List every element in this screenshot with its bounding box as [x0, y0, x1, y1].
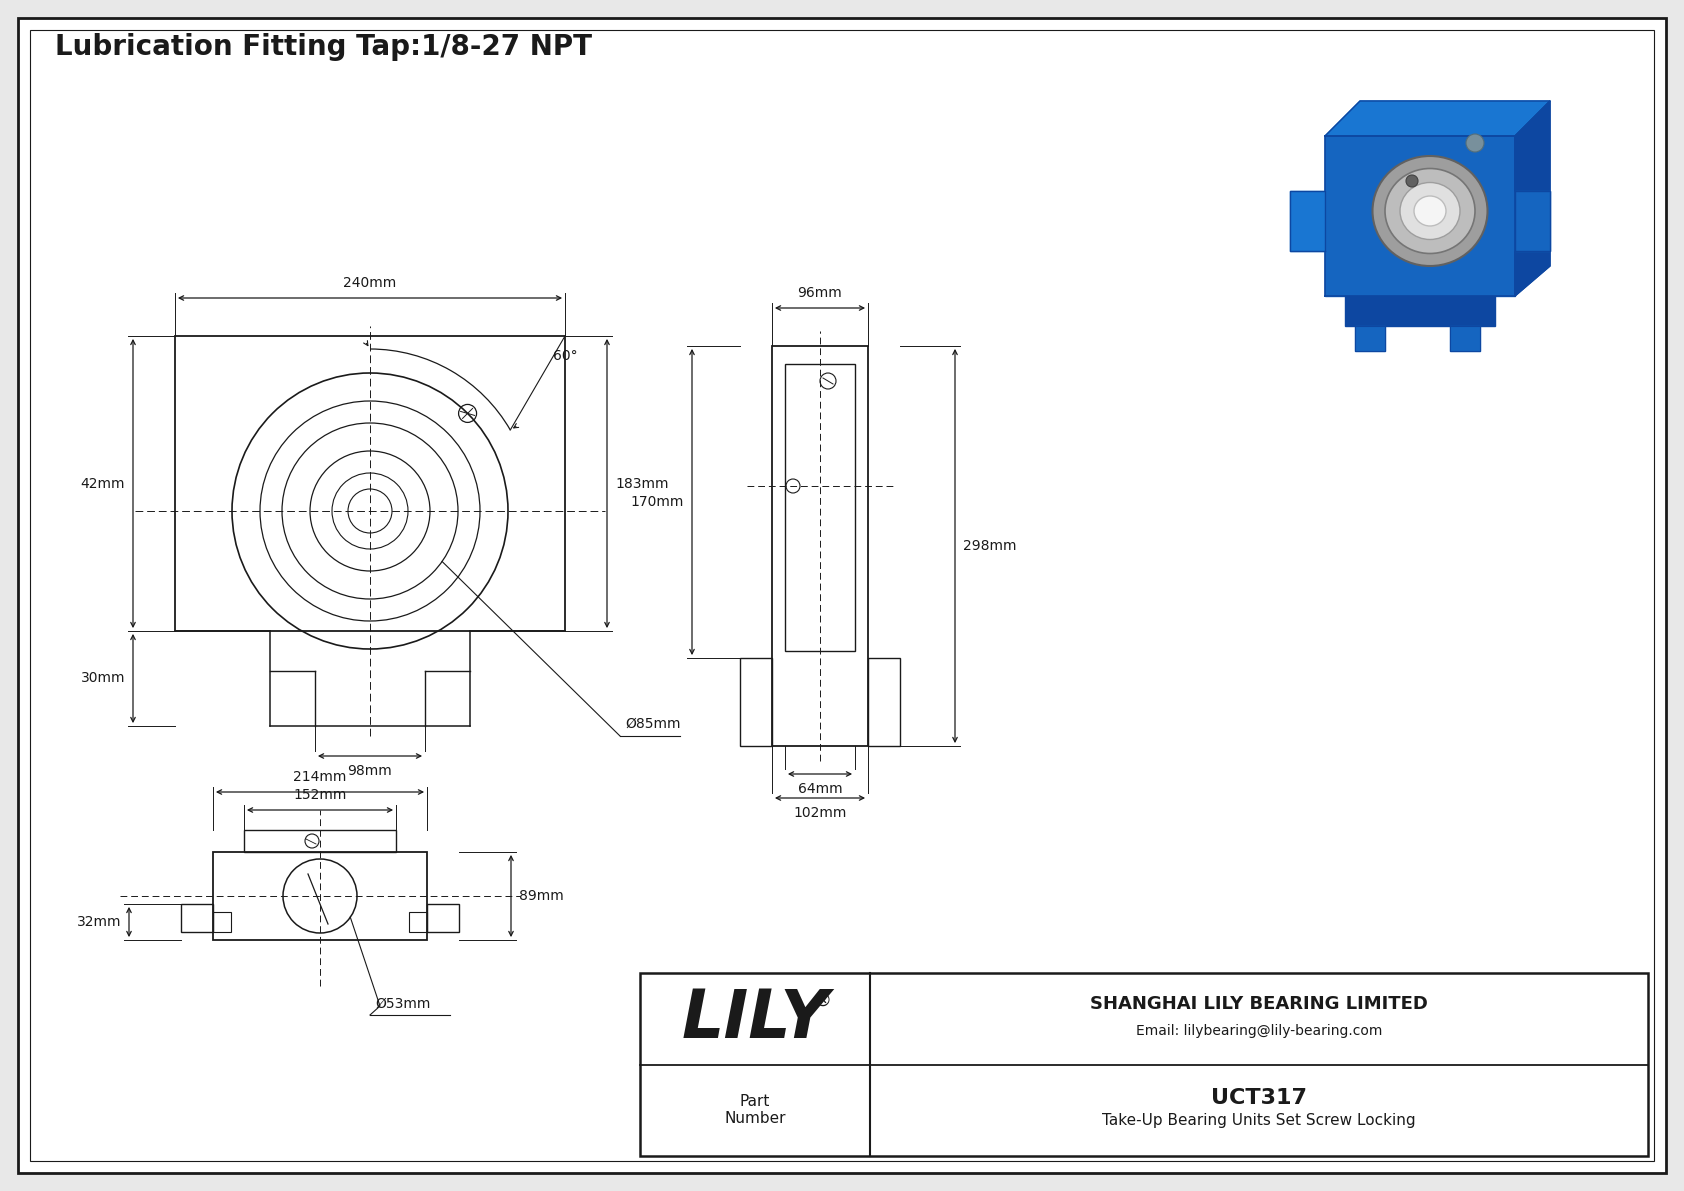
Bar: [244, 830, 396, 852]
Text: 42mm: 42mm: [81, 476, 125, 491]
Bar: [180, 904, 212, 933]
Bar: [785, 364, 855, 651]
Text: Lubrication Fitting Tap:1/8-27 NPT: Lubrication Fitting Tap:1/8-27 NPT: [56, 33, 593, 61]
Text: ®: ®: [813, 992, 832, 1010]
Text: 298mm: 298mm: [963, 540, 1017, 553]
Text: 89mm: 89mm: [519, 888, 564, 903]
Polygon shape: [1290, 191, 1325, 251]
Ellipse shape: [1372, 156, 1487, 266]
Ellipse shape: [1384, 168, 1475, 254]
Text: Ø85mm: Ø85mm: [625, 717, 680, 731]
Bar: [771, 347, 867, 746]
Text: 183mm: 183mm: [615, 476, 669, 491]
Polygon shape: [1325, 101, 1549, 136]
Bar: [867, 657, 899, 746]
Polygon shape: [1516, 191, 1549, 251]
Text: SHANGHAI LILY BEARING LIMITED: SHANGHAI LILY BEARING LIMITED: [1090, 994, 1428, 1012]
Polygon shape: [1516, 101, 1549, 297]
Polygon shape: [1450, 326, 1480, 351]
Bar: [175, 336, 566, 631]
Circle shape: [1467, 135, 1484, 152]
Bar: [640, 973, 1649, 1156]
Bar: [739, 657, 771, 746]
Polygon shape: [1356, 326, 1384, 351]
Text: 96mm: 96mm: [798, 286, 842, 300]
Text: 240mm: 240mm: [344, 276, 397, 289]
Text: 30mm: 30mm: [81, 672, 125, 686]
Text: 152mm: 152mm: [293, 788, 347, 802]
Text: 32mm: 32mm: [76, 915, 121, 929]
Text: 170mm: 170mm: [630, 495, 684, 509]
Text: 214mm: 214mm: [293, 771, 347, 784]
Text: Part
Number: Part Number: [724, 1095, 786, 1127]
Bar: [212, 852, 428, 940]
Bar: [212, 912, 231, 933]
Polygon shape: [1346, 297, 1495, 326]
Text: 64mm: 64mm: [798, 782, 842, 796]
Text: LILY: LILY: [682, 986, 829, 1052]
Polygon shape: [1325, 136, 1516, 297]
Bar: [428, 904, 460, 933]
Text: Email: lilybearing@lily-bearing.com: Email: lilybearing@lily-bearing.com: [1135, 1024, 1383, 1037]
Bar: [409, 912, 428, 933]
Text: 98mm: 98mm: [347, 763, 392, 778]
Ellipse shape: [1399, 182, 1460, 239]
Text: Ø53mm: Ø53mm: [376, 997, 431, 1011]
Ellipse shape: [1415, 197, 1447, 226]
Text: Take-Up Bearing Units Set Screw Locking: Take-Up Bearing Units Set Screw Locking: [1103, 1112, 1416, 1128]
Circle shape: [1406, 175, 1418, 187]
Text: 60°: 60°: [552, 349, 578, 363]
Text: 102mm: 102mm: [793, 806, 847, 819]
Text: UCT317: UCT317: [1211, 1089, 1307, 1109]
